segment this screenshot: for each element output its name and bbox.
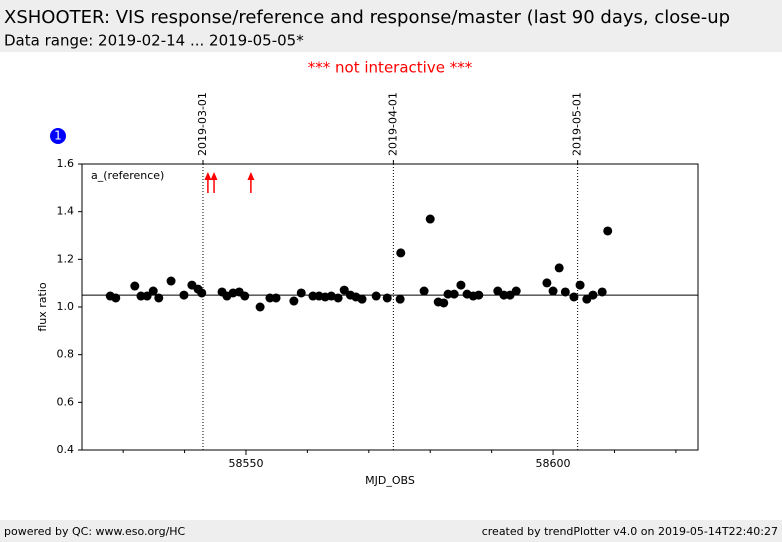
point xyxy=(289,296,299,306)
footer-right: created by trendPlotter v4.0 on 2019-05-… xyxy=(482,525,778,538)
point xyxy=(395,294,405,304)
point xyxy=(439,298,449,308)
y-tick-label: 1.6 xyxy=(57,157,75,170)
point xyxy=(142,291,152,301)
point xyxy=(542,278,552,288)
y-tick-label: 0.4 xyxy=(57,443,75,456)
y-tick-label: 1.0 xyxy=(57,300,75,313)
y-tick-label: 0.6 xyxy=(57,395,75,408)
notice: *** not interactive *** xyxy=(308,59,473,77)
footer-left: powered by QC: www.eso.org/HC xyxy=(4,525,186,538)
point xyxy=(240,291,250,301)
outlier-arrow-head xyxy=(210,172,218,180)
badge-label: 1 xyxy=(54,129,62,143)
point xyxy=(597,287,607,297)
header-band xyxy=(0,0,782,52)
date-marker-label: 2019-03-01 xyxy=(196,92,209,156)
subtitle: Data range: 2019-02-14 ... 2019-05-05* xyxy=(4,32,304,50)
point xyxy=(449,289,459,299)
x-axis-label: MJD_OBS xyxy=(365,474,415,487)
title: XSHOOTER: VIS response/reference and res… xyxy=(4,7,730,28)
date-marker-label: 2019-05-01 xyxy=(571,92,584,156)
point xyxy=(511,286,521,296)
y-tick-label: 1.4 xyxy=(57,205,75,218)
point xyxy=(326,291,336,301)
point xyxy=(130,281,140,291)
point xyxy=(588,290,598,300)
outlier-arrow-head xyxy=(204,172,212,180)
point xyxy=(296,288,306,298)
outlier-arrow xyxy=(247,172,255,193)
point xyxy=(333,293,343,303)
point xyxy=(474,290,484,300)
outlier-arrow-head xyxy=(247,172,255,180)
point xyxy=(569,292,579,302)
point xyxy=(425,214,435,224)
point xyxy=(111,293,121,303)
point xyxy=(456,280,466,290)
point xyxy=(179,290,189,300)
point xyxy=(396,248,406,258)
point xyxy=(560,287,570,297)
date-marker-label: 2019-04-01 xyxy=(386,92,399,156)
point xyxy=(575,280,585,290)
y-tick-label: 1.2 xyxy=(57,252,75,265)
point xyxy=(166,276,176,286)
point xyxy=(197,288,207,298)
point xyxy=(419,286,429,296)
point xyxy=(382,293,392,303)
plot-frame xyxy=(81,163,699,451)
y-axis-label: flux ratio xyxy=(36,282,49,332)
x-tick-label: 58550 xyxy=(228,457,263,470)
y-tick-label: 0.8 xyxy=(57,348,75,361)
point xyxy=(148,286,158,296)
footer-band xyxy=(0,520,782,542)
point xyxy=(548,286,558,296)
point xyxy=(357,294,367,304)
outlier-arrow xyxy=(210,172,218,193)
x-tick-label: 58600 xyxy=(536,457,571,470)
point xyxy=(554,263,564,273)
point xyxy=(371,291,381,301)
badge xyxy=(50,128,66,144)
point xyxy=(255,302,265,312)
point xyxy=(603,226,613,236)
outlier-arrow xyxy=(204,172,212,193)
panel-label: a_(reference) xyxy=(91,169,164,182)
point xyxy=(339,285,349,295)
point xyxy=(271,293,281,303)
point xyxy=(154,293,164,303)
